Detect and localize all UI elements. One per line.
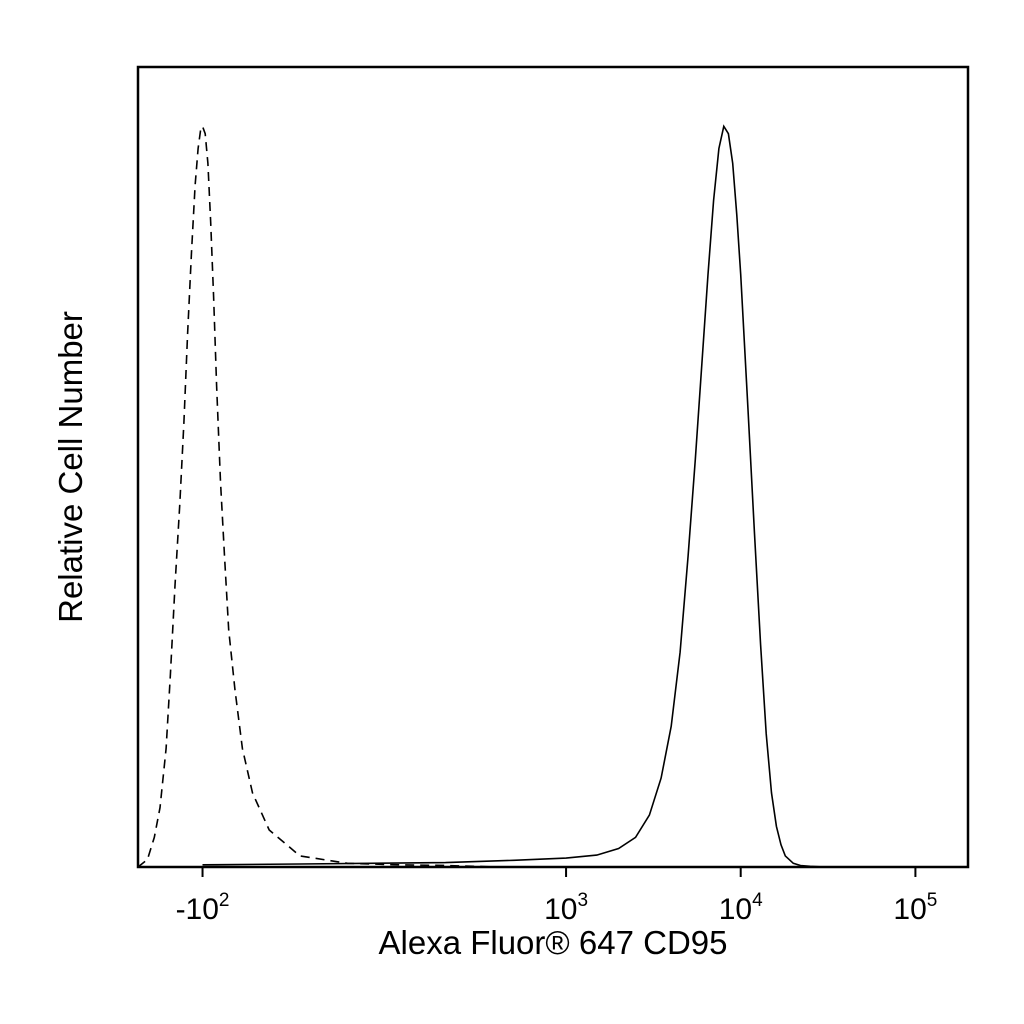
x-tick-label: -102 bbox=[176, 890, 230, 926]
series-dashed-line bbox=[137, 124, 497, 868]
plot-frame bbox=[136, 65, 970, 869]
y-axis-title: Relative Cell Number bbox=[52, 311, 89, 623]
x-tick-label: 103 bbox=[544, 890, 588, 926]
series-layer bbox=[137, 124, 825, 868]
x-axis-title: Alexa Fluor® 647 CD95 bbox=[379, 924, 728, 961]
x-ticks: -102 103 104 105 bbox=[176, 867, 937, 926]
x-tick-label: 104 bbox=[719, 890, 763, 926]
x-tick-label: 105 bbox=[893, 890, 937, 926]
series-solid-line bbox=[202, 124, 825, 868]
